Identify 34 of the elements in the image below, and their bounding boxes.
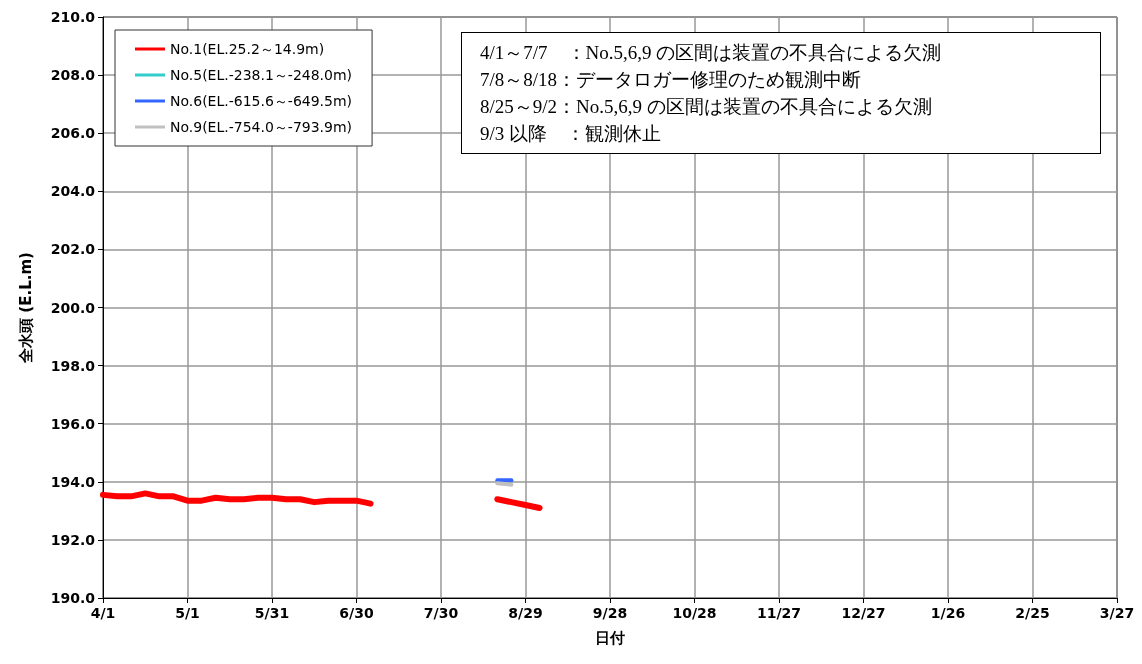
legend-label: No.6(EL.-615.6～-649.5m) [170, 93, 353, 109]
annotation: 9/3 以降 ：観測休止 [480, 122, 663, 146]
y-tick-label: 210.0 [50, 9, 96, 25]
annotation: 4/1～7/7 ：No.5,6,9 の区間は装置の不具合による欠測 [480, 41, 943, 65]
y-tick-label: 202.0 [50, 241, 96, 258]
x-tick-label: 3/27 [1099, 605, 1135, 621]
y-tick-label: 190.0 [50, 590, 96, 606]
x-tick-label: 11/27 [756, 605, 802, 621]
x-tick-label: 5/31 [254, 605, 290, 621]
x-tick-label: 7/30 [423, 605, 459, 621]
x-tick-label: 2/25 [1015, 605, 1050, 621]
x-tick-label: 10/28 [672, 605, 717, 621]
legend-label: No.5(EL.-238.1～-248.0m) [170, 67, 353, 83]
y-tick-label: 194.0 [50, 473, 96, 490]
x-tick-label: 8/29 [508, 605, 543, 621]
annotation: 7/8～8/18：データロガー修理のため観測中断 [480, 68, 863, 92]
x-axis-title: 日付 [595, 628, 625, 647]
x-tick-label: 5/1 [175, 605, 200, 621]
legend-label: No.1(EL.25.2～14.9m) [170, 41, 325, 57]
x-tick-label: 9/28 [592, 605, 628, 621]
y-tick-label: 208.0 [50, 67, 96, 84]
x-tick-label: 6/30 [339, 605, 374, 621]
y-tick-label: 204.0 [50, 183, 96, 200]
annotation: 8/25～9/2：No.5,6,9 の区間は装置の不具合による欠測 [480, 95, 933, 119]
y-tick-label: 192.0 [50, 531, 96, 548]
x-tick-label: 4/1 [90, 605, 116, 621]
y-tick-label: 196.0 [50, 415, 96, 432]
x-tick-label: 12/27 [841, 605, 886, 621]
y-axis-title: 全水頭 (E.L.m) [16, 252, 35, 364]
y-tick-label: 206.0 [50, 125, 96, 142]
y-tick-label: 200.0 [50, 299, 96, 316]
y-tick-label: 198.0 [50, 357, 96, 374]
x-tick-label: 1/26 [930, 605, 966, 621]
legend-label: No.9(EL.-754.0～-793.9m) [170, 119, 353, 135]
